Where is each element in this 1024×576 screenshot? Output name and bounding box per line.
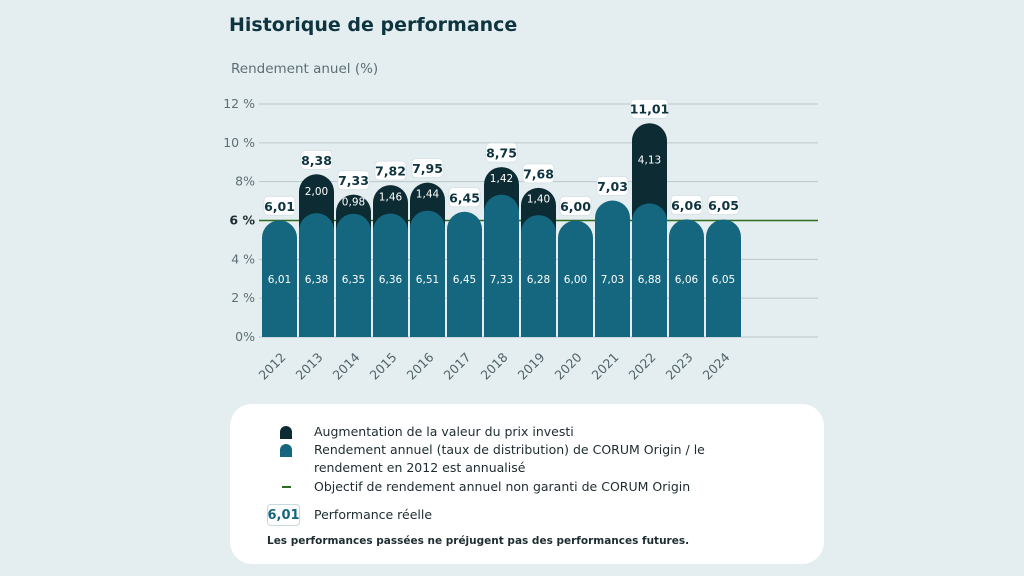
- y-tick-label: 0%: [235, 329, 255, 344]
- bar-capital-gain-label: 4,13: [638, 154, 661, 166]
- legend-swatch-target-line: [282, 486, 291, 488]
- bar-distribution-label: 6,00: [564, 274, 587, 286]
- total-label-box: [337, 170, 370, 191]
- bar-capital-gain-label: 1,40: [527, 194, 550, 206]
- total-label-box: [630, 98, 669, 119]
- bar-distribution-label: 6,36: [379, 274, 403, 286]
- legend-label-capital-gain: Augmentation de la valeur du prix invest…: [314, 424, 574, 439]
- bar-distribution-label: 6,05: [712, 274, 735, 286]
- y-tick-label: 12 %: [223, 96, 255, 111]
- x-tick-label: 2012: [256, 350, 289, 383]
- x-tick-label: 2023: [663, 350, 696, 383]
- legend-label-actual-performance: Performance réelle: [314, 507, 433, 522]
- bar-distribution-label: 6,01: [268, 274, 291, 286]
- y-tick-label: 8%: [235, 174, 255, 189]
- bar-capital-gain-label: 1,42: [490, 173, 513, 185]
- bar-distribution-label: 6,06: [675, 274, 699, 286]
- bar-capital-gain-label: 1,46: [379, 191, 403, 203]
- x-tick-label: 2018: [478, 349, 511, 382]
- total-label: 8,38: [301, 153, 332, 168]
- bar-distribution-label: 6,88: [638, 274, 661, 286]
- bar-capital-gain-label: 0,98: [342, 196, 365, 208]
- legend-swatch-capital-gain: [280, 426, 292, 439]
- legend-swatch-distribution: [280, 444, 292, 457]
- total-label-box: [559, 196, 592, 216]
- bar-distribution-label: 6,51: [416, 274, 439, 286]
- total-label-box: [596, 176, 629, 196]
- bar-distribution-label: 6,35: [342, 274, 365, 286]
- legend-label-distribution-line2: rendement en 2012 est annualisé: [314, 460, 526, 475]
- bar-distribution: [669, 219, 704, 337]
- bar-distribution-label: 6,38: [305, 274, 328, 286]
- total-label: 6,01: [264, 199, 295, 214]
- total-label-box: [300, 149, 333, 170]
- legend-label-target: Objectif de rendement annuel non garanti…: [314, 479, 691, 494]
- bar-distribution: [632, 203, 667, 337]
- total-label: 7,82: [375, 164, 406, 179]
- y-tick-label: 2 %: [231, 290, 255, 305]
- total-label-box: [707, 195, 740, 215]
- bar-distribution-label: 7,03: [601, 274, 624, 286]
- x-tick-label: 2015: [367, 350, 400, 383]
- x-tick-label: 2014: [330, 349, 363, 382]
- bar-distribution-label: 6,28: [527, 274, 550, 286]
- total-label: 7,03: [597, 179, 628, 194]
- total-label: 7,95: [412, 161, 443, 176]
- x-tick-label: 2019: [515, 349, 548, 382]
- bar-distribution-label: 7,33: [490, 274, 513, 286]
- total-label-box: [374, 160, 407, 181]
- bar-distribution: [706, 219, 741, 337]
- legend-label-distribution-line1: Rendement annuel (taux de distribution) …: [314, 442, 705, 457]
- x-tick-label: 2021: [589, 350, 622, 383]
- total-label-box: [485, 142, 518, 163]
- total-label: 7,68: [523, 166, 554, 181]
- legend-swatch-value-box: 6,01: [267, 504, 300, 526]
- bar-capital-gain-label: 1,44: [416, 189, 440, 201]
- bar-distribution: [484, 194, 519, 337]
- bar-distribution: [595, 200, 630, 337]
- total-label: 7,33: [338, 173, 369, 188]
- x-tick-label: 2022: [626, 350, 659, 383]
- total-label-box: [522, 163, 555, 184]
- x-tick-label: 2017: [441, 350, 474, 383]
- total-label-box: [263, 195, 296, 216]
- bar-distribution: [262, 220, 297, 337]
- bar-distribution: [336, 213, 371, 337]
- disclaimer-note: Les performances passées ne préjugent pa…: [267, 535, 690, 547]
- bar-distribution: [299, 213, 334, 337]
- x-tick-label: 2024: [700, 349, 733, 382]
- y-axis-label: Rendement anuel (%): [231, 61, 379, 77]
- bar-distribution: [410, 210, 445, 337]
- total-label: 8,75: [486, 146, 517, 161]
- bar-distribution: [521, 215, 556, 337]
- total-label: 11,01: [630, 102, 670, 117]
- y-tick-label: 10 %: [223, 135, 255, 150]
- legend-card: Augmentation de la valeur du prix invest…: [230, 404, 824, 564]
- y-tick-label: 6 %: [229, 213, 255, 228]
- total-label-box: [448, 187, 481, 208]
- total-label-box: [411, 158, 444, 179]
- bar-distribution: [447, 211, 482, 337]
- x-tick-label: 2020: [552, 349, 585, 382]
- total-label: 6,05: [708, 198, 739, 213]
- x-tick-label: 2016: [404, 349, 437, 382]
- bar-distribution-label: 6,45: [453, 274, 476, 286]
- total-label-box: [670, 194, 703, 215]
- bar-distribution: [373, 213, 408, 337]
- total-label: 6,45: [449, 190, 480, 205]
- total-label: 6,06: [671, 198, 702, 213]
- x-tick-label: 2013: [293, 350, 326, 383]
- performance-chart: 0% 2 % 4 % 6 % 8% 10 % 12 % 6,01 6,01 2012 6,38 2,0…: [223, 96, 818, 383]
- total-label: 6,00: [560, 199, 591, 214]
- chart-title: Historique de performance: [229, 14, 518, 36]
- bar-distribution: [558, 220, 593, 337]
- bar-capital-gain-label: 2,00: [305, 186, 328, 198]
- y-tick-label: 4 %: [231, 251, 255, 266]
